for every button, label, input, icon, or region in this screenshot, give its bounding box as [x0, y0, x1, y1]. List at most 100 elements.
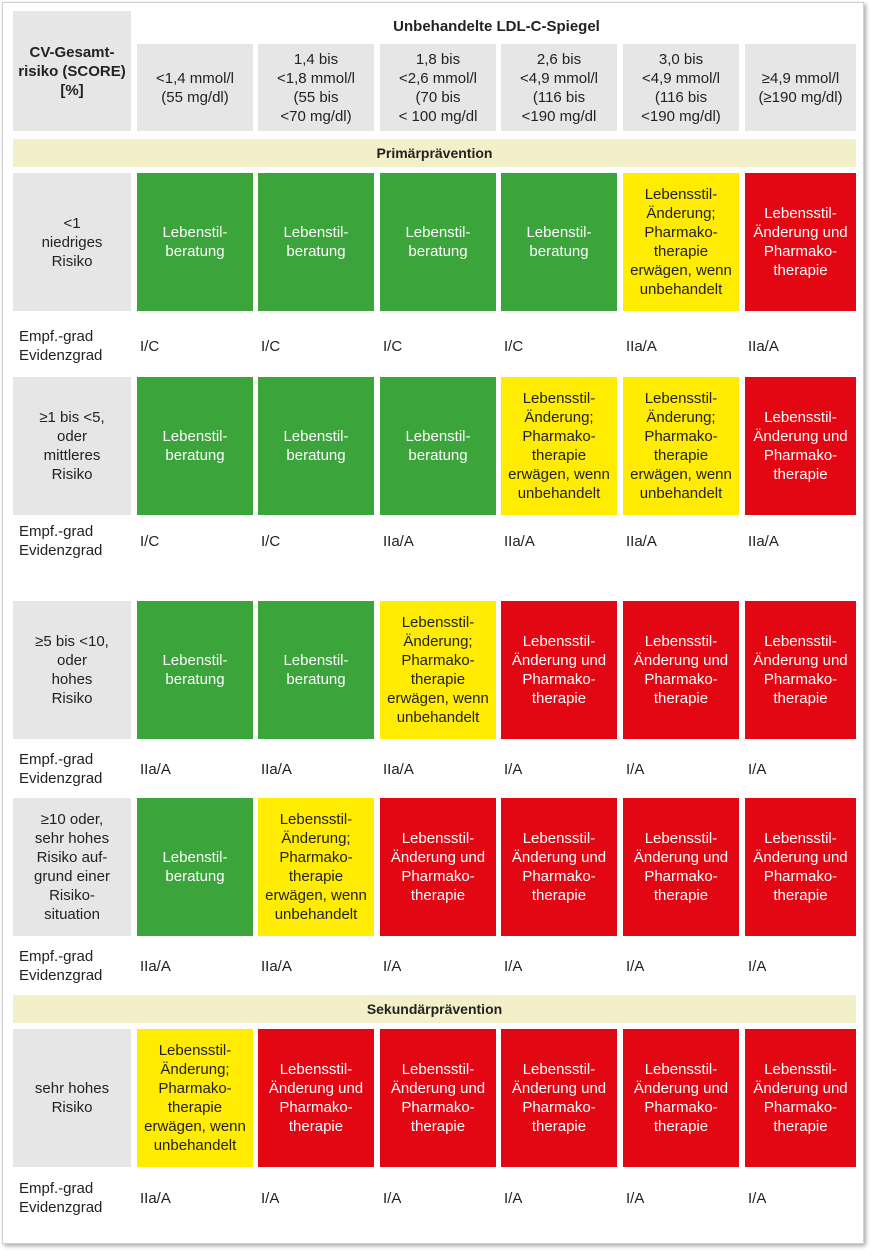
column-header-line: <190 mg/dl	[521, 107, 597, 125]
grade-text: IIa/A	[140, 1189, 171, 1207]
grade: I/C	[383, 317, 496, 375]
grade-text: I/A	[626, 957, 645, 975]
grade-label-line: Empf.-grad	[19, 328, 94, 345]
column-header-line: <1,4 mmol/l	[156, 69, 234, 87]
risk-label: ≥1 bis <5, oder mittleres Risiko	[13, 377, 131, 515]
recommendation-line: therapie	[653, 887, 709, 904]
grade: IIa/A	[504, 523, 617, 559]
recommendation-line: unbehandelt	[396, 709, 480, 726]
recommendation-line: beratung	[165, 243, 225, 260]
risk-label-line: Risiko-	[49, 887, 95, 904]
recommendation-line: therapie	[773, 466, 828, 483]
recommendation-line: Lebenstil-	[283, 428, 349, 445]
risk-label: ≥5 bis <10, oder hohes Risiko	[13, 601, 131, 739]
recommendation-line: Pharmako-	[522, 671, 596, 688]
recommendation-cell: Lebensstil- Änderung und Pharmako-therapie	[745, 377, 856, 515]
recommendation-line: unbehandelt	[517, 485, 601, 502]
grade: I/C	[140, 317, 253, 375]
recommendation-line: Lebensstil-	[158, 1042, 232, 1059]
recommendation-line: therapie	[288, 868, 344, 885]
risk-label-line: Risiko	[51, 690, 93, 707]
recommendation-line: Lebensstil-	[764, 1061, 837, 1078]
recommendation-line: Pharmako-	[401, 652, 475, 669]
risk-label-line: ≥1 bis <5,	[39, 409, 105, 426]
recommendation-line: erwägen, wenn	[630, 262, 732, 279]
grade: IIa/A	[626, 317, 739, 375]
recommendation-line: Lebenstil-	[526, 224, 592, 241]
recommendation-cell: Lebensstil- Änderung und Pharmako-therapie	[501, 1029, 617, 1167]
grade: IIa/A	[748, 317, 856, 375]
recommendation-line: Lebensstil-	[764, 830, 837, 847]
recommendation-line: Lebenstil-	[283, 652, 349, 669]
column-header-line: (55 mg/dl)	[161, 88, 229, 106]
section-title: Sekundärprävention	[366, 1000, 503, 1017]
risk-label-line: Risiko auf-	[36, 849, 108, 866]
grade-text: IIa/A	[748, 337, 779, 355]
recommendation-cell: Lebensstil- Änderung und Pharmako-therapie	[745, 1029, 856, 1167]
column-header-line: (55 bis	[293, 88, 339, 106]
section-band: Primärprävention	[13, 139, 856, 167]
recommendation-line: Änderung und	[753, 428, 848, 445]
recommendation-line: beratung	[165, 868, 225, 885]
grade-label-line: Empf.-grad	[19, 751, 94, 768]
recommendation-line: therapie	[531, 887, 587, 904]
recommendation-line: Änderung;	[160, 1061, 230, 1078]
recommendation-cell: Lebensstil- Änderung und Pharmako-therapie	[623, 601, 739, 739]
grade: I/C	[261, 317, 374, 375]
column-header-line: <4,9 mmol/l	[520, 69, 598, 87]
recommendation-line: Änderung und	[633, 1080, 729, 1097]
recommendation-line: erwägen, wenn	[387, 690, 489, 707]
recommendation-cell: Lebensstil- Änderung und Pharmako-therapie	[380, 798, 496, 936]
grade: IIa/A	[140, 943, 253, 989]
grade-text: I/C	[261, 337, 281, 355]
column-header-line: <4,9 mmol/l	[642, 69, 720, 87]
recommendation-line: therapie	[653, 447, 709, 464]
recommendation-line: Pharmako-	[401, 1099, 475, 1116]
grade-text: I/A	[261, 1189, 280, 1207]
risk-label-line: sehr hohes	[34, 1080, 110, 1097]
recommendation-cell: Lebenstil-beratung	[258, 601, 374, 739]
grade: I/A	[748, 745, 856, 793]
header-line: risiko (SCORE)	[18, 62, 126, 80]
recommendation-line: erwägen, wenn	[144, 1118, 246, 1135]
recommendation-line: Änderung;	[646, 409, 716, 426]
grade-text: I/A	[383, 957, 402, 975]
section-band: Sekundärprävention	[13, 995, 856, 1023]
grade-label: Empf.-grad Evidenzgrad	[19, 523, 131, 559]
risk-label-line: grund einer	[34, 868, 110, 885]
grade-text: IIa/A	[140, 760, 171, 778]
recommendation-cell: Lebensstil- Änderung und Pharmako-therapie	[501, 601, 617, 739]
column-header-line: 3,0 bis	[658, 50, 704, 68]
recommendation-line: Änderung und	[511, 849, 607, 866]
recommendation-line: Änderung und	[753, 1080, 848, 1097]
grade-text: I/A	[626, 1189, 645, 1207]
grade-text: I/A	[626, 760, 645, 778]
column-header-line: (116 bis	[532, 88, 586, 106]
recommendation-line: Änderung und	[390, 849, 486, 866]
recommendation-line: therapie	[773, 1118, 828, 1135]
recommendation-line: Lebenstil-	[283, 224, 349, 241]
grade: IIa/A	[261, 943, 374, 989]
grade: I/C	[504, 317, 617, 375]
grade: IIa/A	[140, 745, 253, 793]
risk-label-line: ≥5 bis <10,	[35, 633, 109, 650]
recommendation-cell: Lebensstil- Änderung; Pharmako-therapie erw…	[258, 798, 374, 936]
recommendation-cell: Lebensstil- Änderung und Pharmako-therapie	[501, 798, 617, 936]
recommendation-line: Lebenstil-	[162, 428, 228, 445]
recommendation-line: Änderung und	[268, 1080, 364, 1097]
risk-label-line: oder	[56, 428, 88, 445]
risk-label-line: Risiko	[51, 466, 93, 483]
recommendation-line: Lebensstil-	[522, 1061, 596, 1078]
recommendation-cell: Lebenstil-beratung	[137, 377, 253, 515]
column-header: 3,0 bis <4,9 mmol/l (116 bis <190 mg/dl)	[623, 44, 739, 131]
recommendation-line: unbehandelt	[274, 906, 358, 923]
header-line: CV-Gesamt-	[29, 43, 115, 61]
recommendation-line: Lebensstil-	[401, 614, 475, 631]
recommendation-line: Lebensstil-	[764, 633, 837, 650]
recommendation-line: erwägen, wenn	[630, 466, 732, 483]
recommendation-line: therapie	[773, 887, 828, 904]
recommendation-line: therapie	[410, 671, 466, 688]
recommendation-line: Pharmako-	[763, 243, 838, 260]
grade-text: I/A	[504, 957, 523, 975]
